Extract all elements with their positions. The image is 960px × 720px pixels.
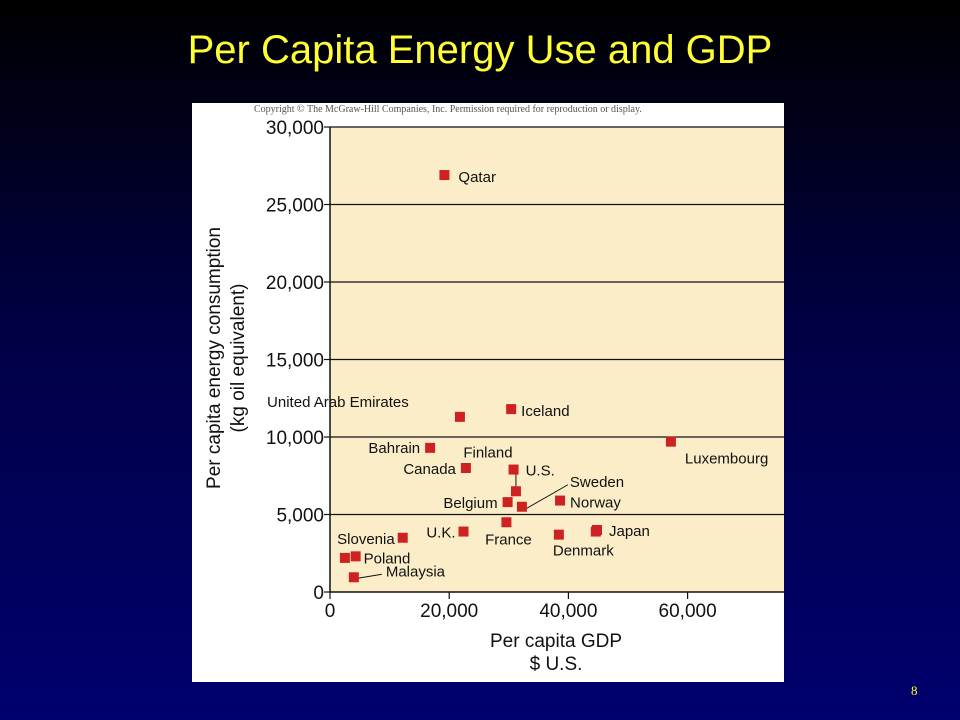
data-point-u-s (508, 464, 519, 475)
page-number: 8 (911, 683, 918, 698)
leader-line-sweden (525, 484, 569, 510)
data-point-bahrain (425, 442, 436, 453)
x-ticks: 0 20,000 40,000 60,000 (325, 592, 717, 622)
data-point (339, 552, 350, 563)
x-axis-title-line-2: $ U.S. (530, 654, 583, 675)
label-finland: Finland (463, 444, 512, 461)
x-axis-title-line-1: Per capita GDP (490, 631, 622, 652)
y-tick-label: 10,000 (266, 428, 324, 449)
x-tick-label: 60,000 (659, 601, 717, 622)
data-point-poland (350, 551, 361, 562)
chart-figure: 0 20,000 40,000 60,000 0 5,000 10,000 15,000 20… (192, 103, 784, 682)
data-point (590, 526, 601, 537)
data-point-u-k (458, 526, 469, 537)
y-tick-label: 15,000 (266, 351, 324, 372)
y-axis-title-line-1: Per capita energy consumption (204, 227, 225, 489)
data-point-united-arab-emirates (454, 411, 465, 422)
label-malaysia: Malaysia (386, 563, 446, 580)
y-tick-label: 5,000 (276, 506, 324, 527)
label-japan: Japan (609, 523, 650, 540)
label-united-arab-emirates: United Arab Emirates (267, 394, 409, 411)
label-qatar: Qatar (458, 169, 496, 186)
x-tick-label: 40,000 (539, 601, 597, 622)
y-tick-label: 0 (313, 583, 324, 604)
label-bahrain: Bahrain (368, 440, 420, 457)
x-tick-label: 0 (325, 601, 336, 622)
label-norway: Norway (570, 495, 621, 512)
gridlines (330, 126, 784, 516)
label-denmark: Denmark (553, 543, 614, 560)
y-ticks: 0 5,000 10,000 15,000 20,000 25,000 30,000 (266, 118, 330, 604)
label-slovenia: Slovenia (337, 531, 395, 548)
data-point-luxembourg (665, 436, 676, 447)
data-point-canada (460, 463, 471, 473)
data-point-slovenia (397, 532, 408, 543)
label-poland: Poland (364, 550, 411, 567)
data-point-denmark (553, 529, 564, 540)
copyright-notice: Copyright © The McGraw-Hill Companies, I… (254, 104, 642, 115)
label-luxembourg: Luxembourg (685, 451, 768, 468)
leader-line-malaysia (357, 573, 382, 579)
x-tick-label: 20,000 (420, 601, 478, 622)
scatter-chart: 0 20,000 40,000 60,000 0 5,000 10,000 15,000 20… (204, 118, 784, 675)
data-point-iceland (506, 404, 517, 415)
label-france: France (485, 531, 532, 548)
y-tick-label: 25,000 (266, 196, 324, 217)
point-labels: Qatar United Arab Emirates Iceland Bahrain C… (267, 169, 768, 580)
data-point-finland (510, 486, 521, 497)
y-axis-title-line-2: (kg oil equivalent) (228, 284, 249, 433)
data-point-sweden (516, 501, 527, 512)
data-point-malaysia (348, 572, 359, 583)
data-point-norway (555, 495, 566, 506)
data-point-belgium (502, 497, 513, 508)
y-tick-label: 30,000 (266, 118, 324, 139)
label-iceland: Iceland (521, 403, 569, 420)
label-u-s: U.S. (526, 463, 555, 480)
y-tick-label: 20,000 (266, 273, 324, 294)
slide-title: Per Capita Energy Use and GDP (187, 28, 773, 72)
data-point-france (501, 517, 512, 528)
label-u-k: U.K. (426, 525, 455, 542)
label-sweden: Sweden (570, 474, 624, 491)
label-belgium: Belgium (443, 495, 497, 512)
data-points (339, 170, 676, 583)
label-canada: Canada (403, 461, 456, 478)
data-point-qatar (439, 170, 450, 181)
